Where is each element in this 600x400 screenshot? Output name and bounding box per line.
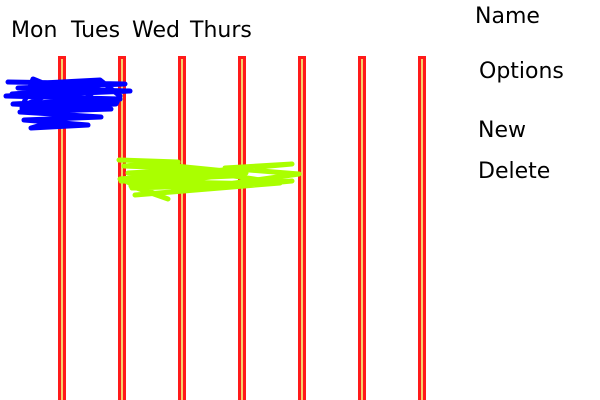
day-column[interactable] bbox=[118, 56, 126, 400]
day-column[interactable] bbox=[298, 56, 306, 400]
menu-item-delete[interactable]: Delete bbox=[478, 159, 551, 184]
menu-item-name[interactable]: Name bbox=[475, 4, 540, 29]
day-column[interactable] bbox=[418, 56, 426, 400]
day-column[interactable] bbox=[358, 56, 366, 400]
day-column[interactable] bbox=[238, 56, 246, 400]
day-header-thurs: Thurs bbox=[190, 18, 252, 43]
day-column[interactable] bbox=[58, 56, 66, 400]
day-header-mon: Mon bbox=[11, 18, 58, 43]
blue-event-scribble[interactable] bbox=[3, 76, 133, 131]
menu-item-new[interactable]: New bbox=[478, 118, 526, 143]
day-header-tues: Tues bbox=[71, 18, 121, 43]
day-column[interactable] bbox=[178, 56, 186, 400]
day-header-wed: Wed bbox=[132, 18, 180, 43]
menu-item-options[interactable]: Options bbox=[479, 59, 564, 84]
green-event-scribble[interactable] bbox=[116, 157, 302, 202]
